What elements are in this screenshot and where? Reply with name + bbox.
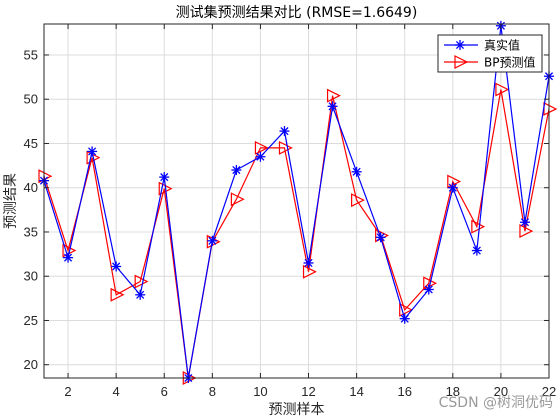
- triangle-marker: [278, 140, 293, 155]
- y-tick-label: 35: [24, 224, 38, 239]
- plot-frame: [43, 23, 550, 379]
- chart-title: 测试集预测结果对比 (RMSE=1.6649): [176, 4, 418, 21]
- legend: 真实值 BP预测值: [437, 34, 543, 73]
- asterisk-marker: [327, 101, 338, 112]
- y-tick-label: 50: [24, 92, 38, 107]
- y-tick-label: 20: [24, 357, 38, 372]
- asterisk-marker: [455, 40, 465, 50]
- x-tick-label: 8: [209, 384, 216, 399]
- asterisk-marker: [135, 289, 146, 300]
- asterisk-marker: [399, 313, 410, 324]
- series-line-actual: [43, 25, 550, 379]
- x-axis-label: 预测样本: [269, 402, 325, 418]
- x-tick-label: 6: [161, 384, 168, 399]
- y-tick-label: 45: [24, 136, 38, 151]
- asterisk-marker: [207, 235, 218, 246]
- x-tick-label: 12: [301, 384, 315, 399]
- triangle-marker: [134, 274, 149, 289]
- x-tick-label: 10: [253, 384, 267, 399]
- asterisk-marker: [231, 165, 242, 176]
- triangle-marker: [495, 82, 510, 97]
- triangle-marker: [230, 192, 245, 207]
- ticks: 2 4 6 8 10 12 14 16 18 20 22 20 25 30 35 40 45 50 55: [24, 24, 556, 399]
- triangle-marker: [471, 219, 486, 234]
- triangle-marker: [302, 264, 317, 279]
- legend-label: 真实值: [484, 38, 520, 53]
- triangle-marker: [254, 140, 269, 155]
- x-tick-label: 4: [113, 384, 120, 399]
- triangle-marker: [454, 55, 469, 69]
- legend-entry: BP预测值: [444, 55, 535, 70]
- y-tick-label: 30: [24, 269, 38, 284]
- asterisk-marker: [375, 232, 386, 243]
- triangle-marker: [447, 174, 462, 189]
- asterisk-marker: [423, 284, 434, 295]
- y-tick-label: 25: [24, 313, 38, 328]
- asterisk-marker: [519, 217, 530, 228]
- x-tick-label: 14: [349, 384, 363, 399]
- triangle-marker: [326, 88, 341, 103]
- asterisk-marker: [111, 261, 122, 272]
- x-tick-label: 2: [64, 384, 71, 399]
- plot-area: [44, 24, 549, 378]
- watermark: CSDN @树洞优码: [439, 395, 553, 411]
- asterisk-marker: [351, 166, 362, 177]
- x-tick-label: 22: [542, 384, 556, 399]
- asterisk-marker: [87, 146, 98, 157]
- asterisk-marker: [159, 172, 170, 183]
- asterisk-marker: [471, 245, 482, 256]
- asterisk-marker: [303, 257, 314, 268]
- asterisk-marker: [279, 126, 290, 137]
- triangle-marker: [399, 302, 414, 317]
- asterisk-marker: [63, 252, 74, 263]
- y-axis-label: 预测结果: [3, 173, 19, 229]
- y-tick-label: 55: [24, 47, 38, 62]
- x-tick-label: 18: [446, 384, 460, 399]
- legend-entry: 真实值: [444, 38, 520, 53]
- x-tick-label: 20: [494, 384, 508, 399]
- triangle-marker: [351, 193, 365, 208]
- series-line-predicted: [43, 89, 550, 379]
- legend-label: BP预测值: [484, 55, 535, 70]
- x-tick-label: 16: [397, 384, 411, 399]
- triangle-marker: [110, 287, 125, 302]
- y-tick-label: 40: [24, 180, 38, 195]
- asterisk-marker: [447, 182, 458, 193]
- asterisk-marker: [255, 151, 266, 162]
- triangle-marker: [519, 224, 534, 239]
